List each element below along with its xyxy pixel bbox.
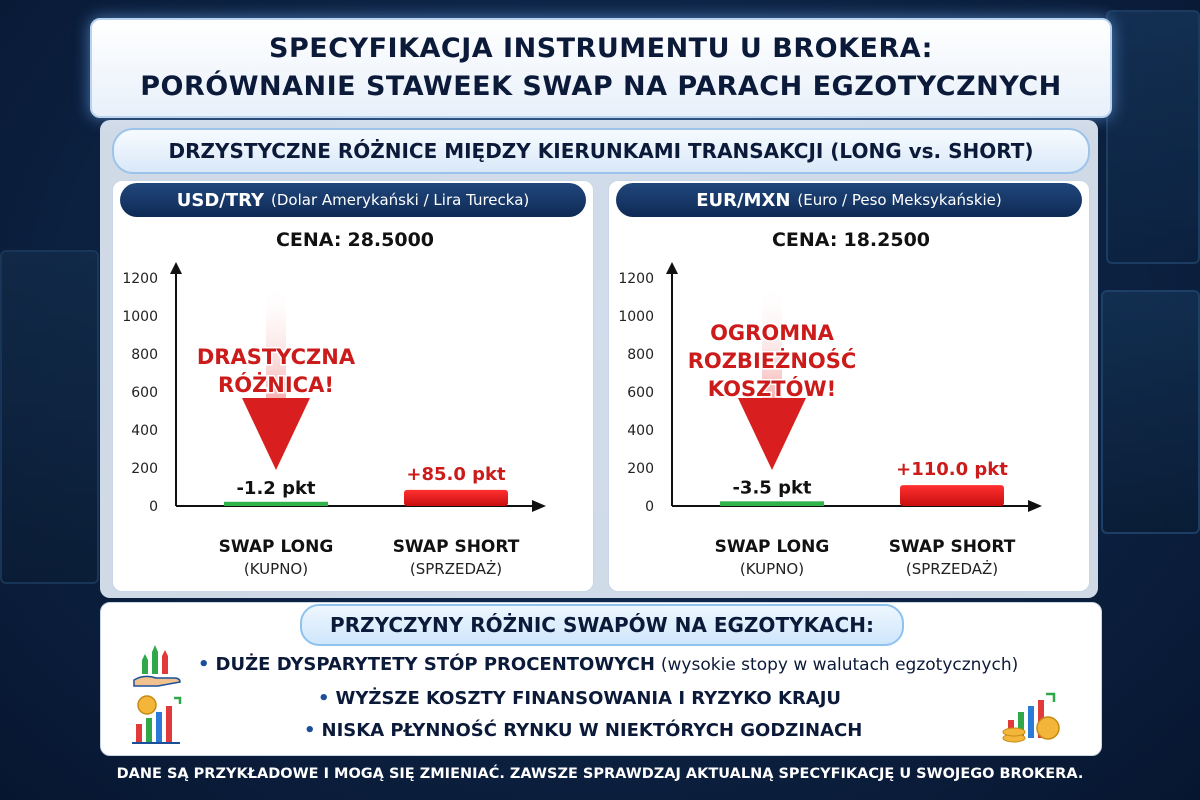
category-sublabel: (KUPNO) xyxy=(244,560,308,578)
reason-text: WYŻSZE KOSZTY FINANSOWANIA I RYZYKO KRAJ… xyxy=(335,688,842,709)
y-tick-label: 400 xyxy=(627,423,654,439)
reason-item-2: • WYŻSZE KOSZTY FINANSOWANIA I RYZYKO KRA… xyxy=(318,688,841,709)
price-value: 28.5000 xyxy=(347,229,435,251)
price-caption: CENA: xyxy=(275,229,342,251)
reasons-title: PRZYCZYNY RÓŻNIC SWAPÓW NA EGZOTYKACH: xyxy=(300,604,904,646)
bar-chart-eurmxn: 0 200 400 600 800 1000 1200 -3.5 pkt +110.0 pkt O… xyxy=(618,262,1042,578)
title-line-2: PORÓWNANIE STAWEEK SWAP NA PARACH EGZOTY… xyxy=(140,71,1062,102)
x-axis-arrow-icon xyxy=(532,500,546,512)
y-tick-label: 1200 xyxy=(122,271,158,287)
money-chart-icon xyxy=(132,695,182,744)
title-line-1: SPECYFIKACJA INSTRUMENTU U BROKERA: xyxy=(269,33,933,64)
reason-item-1: • DUŻE DYSPARYTETY STÓP PROCENTOWYCH (wyso… xyxy=(198,654,1018,675)
y-tick-label: 800 xyxy=(131,347,158,363)
bar-swap-short xyxy=(404,489,508,506)
annotation-text: KOSZTÓW! xyxy=(708,376,836,401)
bar-swap-long xyxy=(224,501,328,506)
chart-panel-eurmxn xyxy=(608,180,1090,592)
pair-description: (Dolar Amerykański / Lira Turecka) xyxy=(271,191,530,209)
y-tick-label: 1000 xyxy=(122,309,158,325)
bullet: • xyxy=(304,720,316,741)
bar-chart-usdtry: 0 200 400 600 800 1000 1200 -1.2 pkt +85.0 pkt DR… xyxy=(122,262,546,578)
y-tick-label: 200 xyxy=(131,461,158,477)
chart-panel-usdtry xyxy=(112,180,594,592)
value-label-short: +110.0 pkt xyxy=(896,459,1008,480)
price-caption: CENA: xyxy=(771,229,838,251)
x-axis-arrow-icon xyxy=(1028,500,1042,512)
background-monitor-left xyxy=(0,250,99,584)
background-monitor-right xyxy=(1101,290,1200,534)
subtitle: DRZYSTYCZNE RÓŻNICE MIĘDZY KIERUNKAMI TR… xyxy=(112,128,1090,174)
bar-swap-long xyxy=(720,501,824,506)
pair-name: EUR/MXN xyxy=(696,189,791,211)
annotation-text: RÓŻNICA! xyxy=(218,372,334,397)
annotation-text: DRASTYCZNA xyxy=(197,345,356,369)
y-tick-label: 1200 xyxy=(618,271,654,287)
category-label: SWAP LONG xyxy=(219,537,334,557)
y-tick-label: 0 xyxy=(149,499,158,515)
coins-chart-icon xyxy=(1002,692,1060,743)
annotation-text: OGROMNA xyxy=(710,321,835,345)
y-tick-label: 600 xyxy=(131,385,158,401)
bullet: • xyxy=(198,654,210,675)
background-monitor-right-top xyxy=(1106,10,1200,264)
bar-swap-short xyxy=(900,485,1004,506)
down-arrow-icon xyxy=(738,398,806,470)
category-label: SWAP LONG xyxy=(715,537,830,557)
y-tick-label: 0 xyxy=(645,499,654,515)
reason-text: DUŻE DYSPARYTETY STÓP PROCENTOWYCH xyxy=(215,654,655,675)
down-arrow-icon xyxy=(242,398,310,470)
y-tick-label: 1000 xyxy=(618,309,654,325)
arrow-shaft xyxy=(266,282,286,398)
price-value: 18.2500 xyxy=(843,229,931,251)
bullet: • xyxy=(318,688,330,709)
category-sublabel: (SPRZEDAŻ) xyxy=(410,559,502,578)
reason-item-3: • NISKA PŁYNNOŚĆ RYNKU W NIEKTÓRYCH GODZI… xyxy=(304,720,862,741)
pair-name: USD/TRY xyxy=(176,189,265,211)
pair-description: (Euro / Peso Meksykańskie) xyxy=(797,191,1002,209)
chart-header-usdtry: USD/TRY (Dolar Amerykański / Lira Tureck… xyxy=(120,183,586,217)
price-label-eurmxn: CENA: 18.2500 xyxy=(608,229,1088,251)
value-label-long: -1.2 pkt xyxy=(236,478,315,499)
category-sublabel: (KUPNO) xyxy=(740,560,804,578)
price-label-usdtry: CENA: 28.5000 xyxy=(112,229,592,251)
category-label: SWAP SHORT xyxy=(889,537,1016,557)
y-axis-arrow-icon xyxy=(666,262,678,274)
y-tick-label: 800 xyxy=(627,347,654,363)
category-sublabel: (SPRZEDAŻ) xyxy=(906,559,998,578)
annotation-text: ROZBIEŻNOŚĆ xyxy=(688,348,857,373)
reason-note: (wysokie stopy w walutach egzotycznych) xyxy=(660,655,1019,675)
title-box: SPECYFIKACJA INSTRUMENTU U BROKERA: PORÓ… xyxy=(90,18,1112,118)
growth-hand-icon xyxy=(133,645,181,687)
value-label-short: +85.0 pkt xyxy=(406,464,506,485)
y-tick-label: 400 xyxy=(131,423,158,439)
footer-disclaimer: DANE SĄ PRZYKŁADOWE I MOGĄ SIĘ ZMIENIAĆ.… xyxy=(116,766,1084,782)
y-tick-label: 200 xyxy=(627,461,654,477)
reason-text: NISKA PŁYNNOŚĆ RYNKU W NIEKTÓRYCH GODZIN… xyxy=(321,720,863,741)
y-tick-label: 600 xyxy=(627,385,654,401)
category-label: SWAP SHORT xyxy=(393,537,520,557)
chart-header-eurmxn: EUR/MXN (Euro / Peso Meksykańskie) xyxy=(616,183,1082,217)
value-label-long: -3.5 pkt xyxy=(732,477,811,498)
arrow-shaft xyxy=(762,282,782,398)
y-axis-arrow-icon xyxy=(170,262,182,274)
